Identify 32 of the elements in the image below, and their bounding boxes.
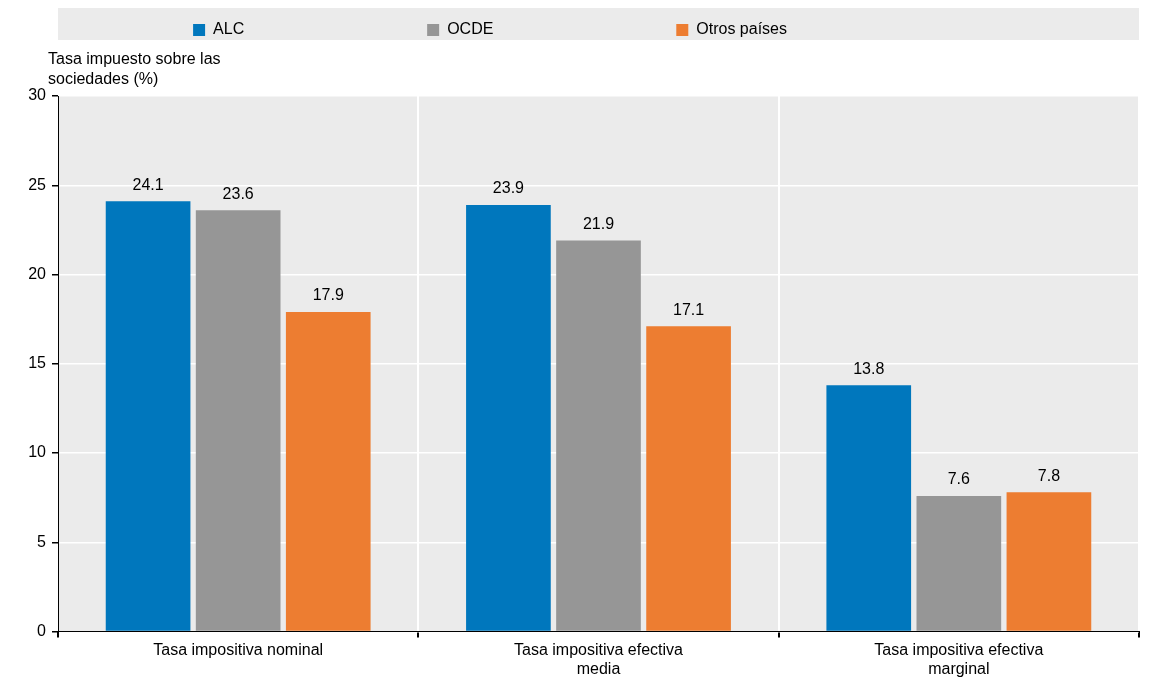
data-label: 24.1 bbox=[132, 175, 164, 193]
bar bbox=[466, 204, 551, 631]
data-label: 17.1 bbox=[673, 300, 705, 318]
bar bbox=[646, 326, 731, 631]
data-label: 21.9 bbox=[582, 215, 615, 233]
legend-label: Otros países bbox=[696, 20, 956, 38]
y-tick-label: 0 bbox=[37, 622, 47, 640]
y-tick-label: 25 bbox=[28, 175, 47, 193]
y-tick-label: 15 bbox=[28, 354, 47, 372]
bar bbox=[826, 385, 912, 631]
data-label: 7.8 bbox=[1037, 466, 1061, 484]
bar bbox=[1006, 492, 1092, 631]
data-label: 23.9 bbox=[492, 179, 525, 197]
x-tick-label: Tasa impositiva efectiva marginal bbox=[874, 640, 1044, 677]
data-label: 17.9 bbox=[312, 286, 344, 304]
bar bbox=[285, 312, 371, 631]
y-tick-label: 5 bbox=[37, 532, 47, 550]
y-axis-title: Tasa impuesto sobre las sociedades (%) bbox=[48, 50, 221, 88]
legend-label: OCDE bbox=[447, 20, 663, 38]
bar bbox=[195, 210, 281, 631]
data-label: 13.8 bbox=[853, 359, 885, 377]
bar bbox=[105, 201, 191, 631]
x-tick-label: Tasa impositiva efectiva media bbox=[514, 640, 684, 677]
y-tick-label: 20 bbox=[28, 264, 47, 282]
data-label: 23.6 bbox=[222, 184, 254, 202]
y-tick-label: 10 bbox=[28, 443, 47, 461]
bar bbox=[916, 495, 1002, 631]
legend-label: ALC bbox=[213, 20, 414, 38]
y-tick-label: 30 bbox=[28, 86, 47, 104]
bar bbox=[556, 240, 641, 631]
data-label: 7.6 bbox=[947, 470, 971, 488]
x-tick-label: Tasa impositiva nominal bbox=[153, 640, 324, 658]
